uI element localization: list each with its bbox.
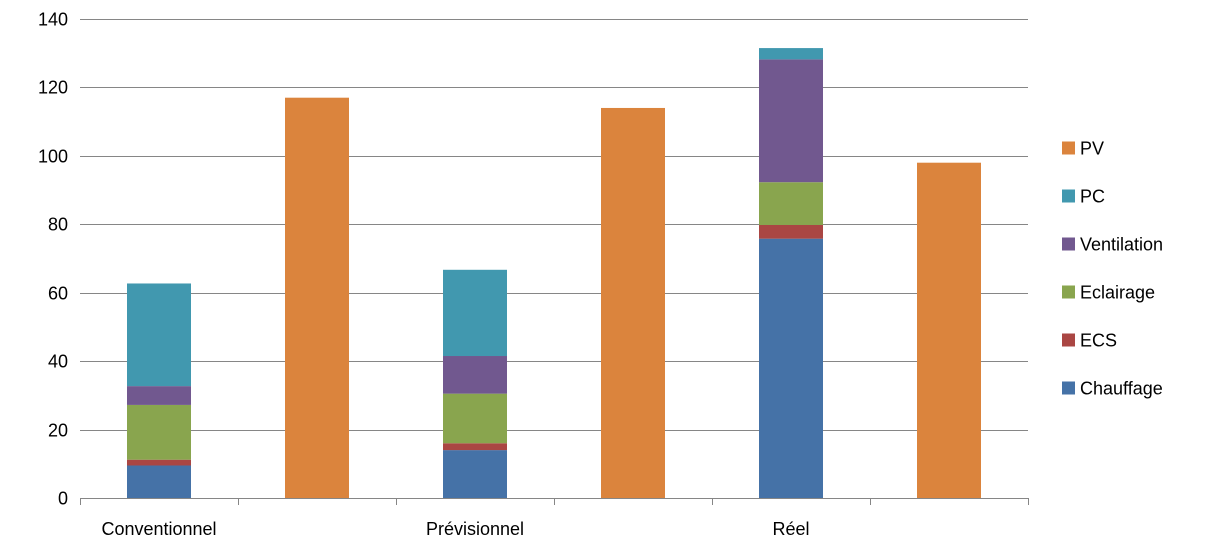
legend-swatch [1062,141,1075,155]
bar-segment-chauffage [759,238,823,499]
legend-swatch [1062,237,1075,251]
y-tick-label: 20 [48,421,68,441]
x-category-label: Réel [772,519,809,539]
legend-item: Ventilation [1062,235,1163,255]
legend-item: ECS [1062,331,1117,351]
legend-item: PV [1062,139,1104,159]
gridlines [80,19,1028,431]
y-tick-label: 120 [38,78,68,98]
legend-swatch [1062,333,1075,347]
bar-segment-ecs [443,443,507,451]
bar-segment-ecs [759,224,823,239]
legend: PV PC Ventilation Eclairage ECS Chauffage [1062,139,1163,399]
legend-item: Eclairage [1062,283,1155,303]
bar-segment-chauffage [127,465,191,498]
bar-segment-pc [443,269,507,357]
bar-segment-pv [285,97,349,498]
legend-swatch [1062,285,1075,299]
y-tick-label: 100 [38,147,68,167]
x-category-label: Conventionnel [101,519,216,539]
bar-segment-pc [127,283,191,387]
y-tick-label: 40 [48,352,68,372]
y-tick-label: 0 [58,489,68,509]
bar-segment-eclairage [759,182,823,225]
bars [127,48,981,499]
x-axis-category-labels: Conventionnel Prévisionnel Réel [101,519,809,539]
bar-segment-ventilation [127,386,191,405]
bar-segment-eclairage [443,393,507,444]
y-axis-tick-labels: 0 20 40 60 80 100 120 140 [38,10,68,509]
x-axis [80,498,1029,505]
legend-label: Eclairage [1080,283,1155,303]
bar-segment-ecs [127,459,191,466]
legend-label: Chauffage [1080,379,1163,399]
legend-label: PC [1080,187,1105,207]
legend-label: Ventilation [1080,235,1163,255]
y-tick-label: 140 [38,10,68,30]
legend-label: PV [1080,139,1104,159]
bar-segment-chauffage [443,450,507,498]
bar-segment-pv [917,162,981,498]
bar-segment-pc [759,48,823,60]
x-category-label: Prévisionnel [426,519,524,539]
legend-item: PC [1062,187,1105,207]
bar-segment-ventilation [443,356,507,394]
y-tick-label: 80 [48,215,68,235]
legend-label: ECS [1080,331,1117,351]
legend-swatch [1062,189,1075,203]
bar-segment-pv [601,107,665,498]
legend-swatch [1062,381,1075,395]
legend-item: Chauffage [1062,379,1163,399]
bar-segment-eclairage [127,404,191,460]
bar-segment-ventilation [759,59,823,183]
y-tick-label: 60 [48,284,68,304]
